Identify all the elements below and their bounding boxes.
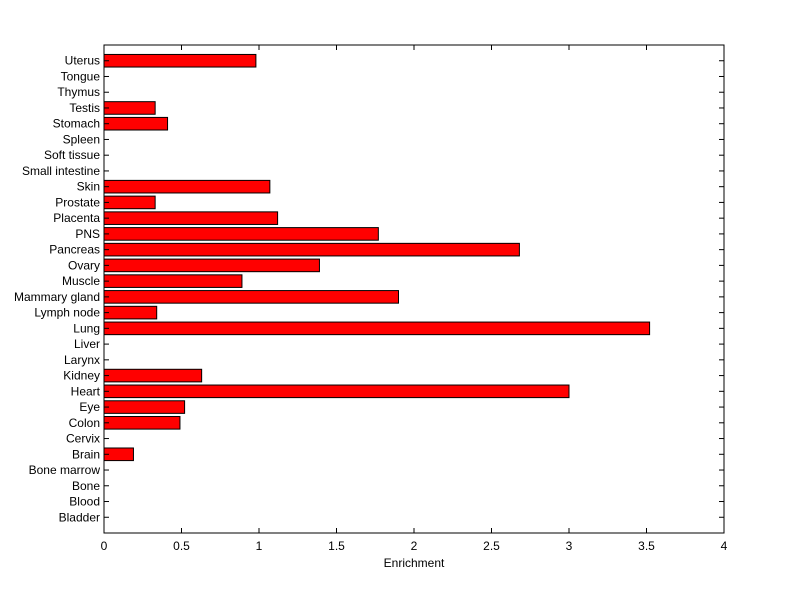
y-tick-label-soft-tissue: Soft tissue <box>44 148 100 162</box>
bar-ovary <box>103 258 320 273</box>
y-tick-label-testis: Testis <box>69 101 100 115</box>
x-tick-label: 4 <box>721 539 728 553</box>
x-tick-label: 2.5 <box>483 539 500 553</box>
y-tick-label-stomach: Stomach <box>53 117 100 131</box>
bar-lymph-node <box>103 305 158 320</box>
bar-placenta <box>103 211 279 225</box>
x-tick-label: 3.5 <box>638 539 655 553</box>
y-tick-label-ovary: Ovary <box>68 258 100 272</box>
x-ticks-group: 0 0.5 1 1.5 2 2.5 3 3.5 4 <box>101 45 728 553</box>
x-axis-title: Enrichment <box>384 556 445 570</box>
bar-heart <box>103 384 570 399</box>
y-tick-label-brain: Brain <box>72 447 100 461</box>
bar-testis <box>103 101 156 115</box>
y-tick-label-uterus: Uterus <box>65 54 100 68</box>
y-tick-label-lung: Lung <box>73 321 100 335</box>
bar-colon <box>103 416 181 430</box>
bar-stomach <box>103 116 169 131</box>
bar-eye <box>103 400 186 414</box>
y-tick-label-bladder: Bladder <box>59 510 100 524</box>
y-tick-label-eye: Eye <box>79 400 100 414</box>
x-tick-label: 3 <box>566 539 573 553</box>
bar-lung <box>103 321 651 336</box>
y-tick-label-bone: Bone <box>72 479 100 493</box>
y-tick-label-liver: Liver <box>74 337 100 351</box>
y-tick-label-cervix: Cervix <box>66 432 100 446</box>
y-tick-label-tongue: Tongue <box>61 69 101 83</box>
x-tick-label: 2 <box>411 539 418 553</box>
y-tick-label-placenta: Placenta <box>53 211 100 225</box>
bar-muscle <box>103 274 243 288</box>
y-tick-label-mammary-gland: Mammary gland <box>14 290 100 304</box>
bar-pns <box>103 227 379 241</box>
plot-area <box>104 45 724 533</box>
y-tick-label-heart: Heart <box>71 384 101 398</box>
y-tick-label-prostate: Prostate <box>55 195 100 209</box>
bar-skin <box>103 179 271 194</box>
bar-kidney <box>103 368 203 383</box>
y-tick-label-skin: Skin <box>77 180 100 194</box>
y-tick-label-muscle: Muscle <box>62 274 100 288</box>
y-tick-label-lymph-node: Lymph node <box>34 306 100 320</box>
y-tick-label-small-intestine: Small intestine <box>22 164 100 178</box>
bar-pancreas <box>103 242 520 257</box>
x-tick-label: 1 <box>256 539 263 553</box>
bar-mammary-gland <box>103 290 399 304</box>
plot-frame <box>103 44 725 534</box>
x-tick-label: 0 <box>101 539 108 553</box>
y-tick-label-kidney: Kidney <box>63 369 100 383</box>
y-tick-label-bone-marrow: Bone marrow <box>29 463 101 477</box>
y-tick-label-larynx: Larynx <box>64 353 100 367</box>
x-tick-label: 1.5 <box>328 539 345 553</box>
y-tick-label-pns: PNS <box>75 227 100 241</box>
y-tick-label-spleen: Spleen <box>63 132 100 146</box>
y-tick-label-thymus: Thymus <box>57 85 100 99</box>
bar-uterus <box>103 53 257 68</box>
bar-prostate <box>103 195 156 210</box>
y-tick-label-blood: Blood <box>69 495 100 509</box>
y-tick-label-pancreas: Pancreas <box>49 243 100 257</box>
y-tick-label-colon: Colon <box>69 416 100 430</box>
x-tick-label: 0.5 <box>173 539 190 553</box>
